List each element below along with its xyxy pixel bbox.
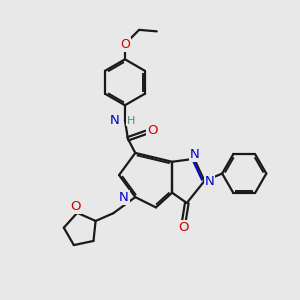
Text: N: N xyxy=(190,148,200,161)
Text: O: O xyxy=(178,221,189,234)
Text: O: O xyxy=(147,124,158,137)
Text: N: N xyxy=(205,175,214,188)
Text: O: O xyxy=(70,200,81,213)
Text: N: N xyxy=(119,190,129,204)
Text: O: O xyxy=(120,38,130,50)
Text: H: H xyxy=(126,116,135,126)
Text: N: N xyxy=(110,114,120,127)
